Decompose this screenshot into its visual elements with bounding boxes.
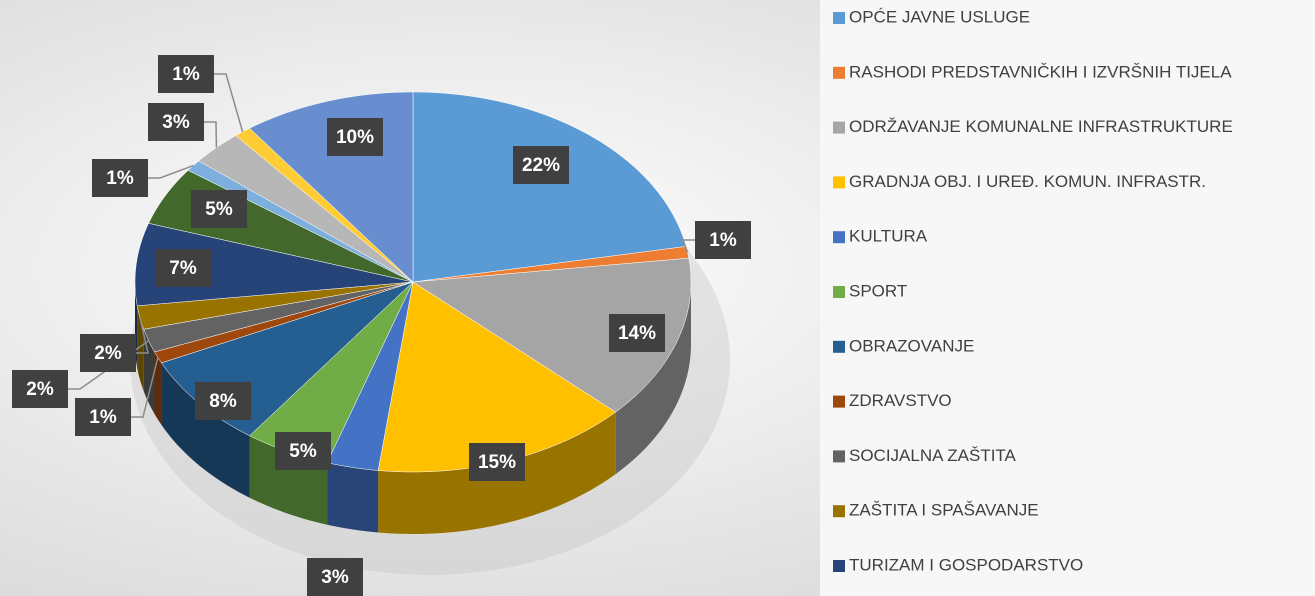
data-label-box xyxy=(327,118,383,156)
legend-label: SPORT xyxy=(849,281,907,300)
data-label-box xyxy=(12,370,68,408)
legend-swatch xyxy=(833,395,845,408)
legend-label: KULTURA xyxy=(849,227,928,246)
legend-swatch xyxy=(833,340,845,353)
legend-label: OPĆE JAVNE USLUGE xyxy=(849,7,1030,26)
data-label: 15% xyxy=(478,452,516,473)
data-label-box xyxy=(469,443,525,481)
data-label: 2% xyxy=(94,343,122,364)
slice xyxy=(326,281,414,471)
data-label: 7% xyxy=(169,258,197,279)
data-label-box xyxy=(158,55,214,93)
legend-swatch xyxy=(833,66,845,79)
legend-swatch xyxy=(833,286,845,298)
legend-swatch xyxy=(833,450,845,463)
legend-label: SOCIJALNA ZAŠTITA xyxy=(849,446,1017,465)
legend-label: ZAŠTITA I SPAŠAVANJE xyxy=(849,501,1039,520)
data-label-box xyxy=(195,382,251,420)
data-label-box xyxy=(307,558,363,596)
slice xyxy=(198,135,414,283)
data-label: 22% xyxy=(522,155,560,176)
data-label: 5% xyxy=(205,199,233,220)
legend-label: TURIZAM I GOSPODARSTVO xyxy=(849,555,1083,574)
data-label-box xyxy=(609,314,665,352)
data-label: 8% xyxy=(209,391,237,412)
data-label-box xyxy=(191,190,247,228)
data-label: 5% xyxy=(289,441,317,462)
data-label: 1% xyxy=(89,407,117,428)
data-label: 1% xyxy=(709,230,737,251)
data-label-box xyxy=(80,334,136,372)
legend-swatch xyxy=(833,505,845,518)
data-label: 10% xyxy=(336,127,374,148)
slice-side xyxy=(615,282,691,475)
slice xyxy=(412,257,692,413)
legend-label: ZDRAVSTVO xyxy=(849,391,952,410)
data-label-box xyxy=(75,398,131,436)
slice xyxy=(412,91,687,283)
legend-swatch xyxy=(833,176,845,189)
legend-label: GRADNJA OBJ. I UREĐ. KOMUN. INFRASTR. xyxy=(849,172,1206,191)
data-label: 14% xyxy=(618,323,656,344)
data-label-box xyxy=(275,432,331,470)
legend-panel xyxy=(820,0,1315,596)
slice xyxy=(136,281,414,330)
data-label-box xyxy=(155,249,211,287)
legend-swatch xyxy=(833,12,845,24)
data-label-box xyxy=(92,159,148,197)
legend-label: OBRAZOVANJE xyxy=(849,336,974,355)
data-label: 3% xyxy=(321,567,349,588)
data-label: 2% xyxy=(26,379,54,400)
legend-swatch xyxy=(833,121,845,134)
legend-swatch xyxy=(833,560,845,572)
slice-side xyxy=(161,362,250,498)
data-label-box xyxy=(695,221,751,259)
data-label: 1% xyxy=(172,64,200,85)
slice-side xyxy=(154,351,162,425)
data-label-box xyxy=(513,146,569,184)
legend-swatch xyxy=(833,231,845,244)
slice-side xyxy=(327,462,379,533)
data-label: 1% xyxy=(106,168,134,189)
legend-label: ODRŽAVANJE KOMUNALNE INFRASTRUKTURE xyxy=(849,117,1233,136)
data-label: 3% xyxy=(162,112,190,133)
slice-side xyxy=(143,329,155,414)
legend-label: RASHODI PREDSTAVNIČKIH I IZVRŠNIH TIJELA xyxy=(849,62,1232,81)
data-label-box xyxy=(148,103,204,141)
